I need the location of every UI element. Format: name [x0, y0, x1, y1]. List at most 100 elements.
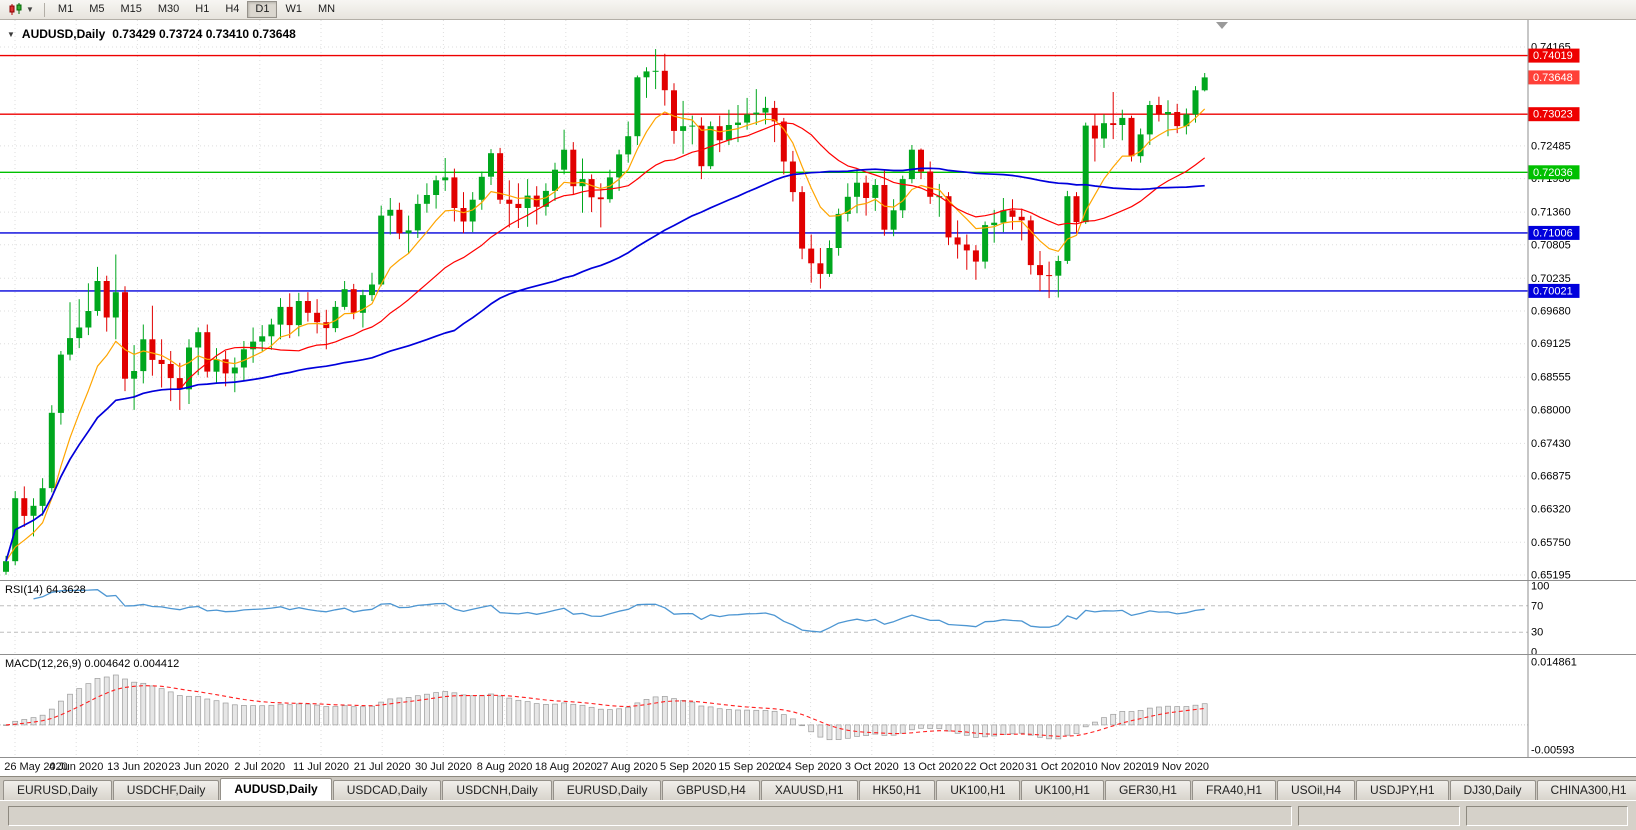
candle-body — [396, 209, 403, 234]
chart-tab-usdchf-daily[interactable]: USDCHF,Daily — [112, 780, 220, 800]
chart-tab-china300-h1[interactable]: CHINA300,H1 — [1536, 780, 1636, 800]
time-axis-label: 11 Jul 2020 — [292, 761, 350, 773]
chart-tab-eurusd-daily[interactable]: EURUSD,Daily — [3, 780, 112, 800]
candle-body — [533, 195, 540, 207]
macd-histogram-bar — [671, 698, 677, 726]
candle-body — [85, 311, 92, 328]
candle-body — [222, 359, 229, 374]
macd-histogram-bar — [186, 695, 192, 726]
candle-body — [771, 107, 778, 122]
candle-body — [735, 122, 741, 125]
macd-histogram-bar — [12, 720, 19, 726]
candle-body — [552, 169, 558, 191]
chart-tab-xauusd-h1[interactable]: XAUUSD,H1 — [760, 780, 858, 800]
status-cell — [8, 805, 1292, 826]
candle-body — [835, 213, 842, 248]
moving-average-line[interactable] — [5, 108, 1206, 562]
candle-body — [231, 367, 238, 374]
candle-body — [945, 196, 952, 238]
chart-tab-fra40-h1[interactable]: FRA40,H1 — [1191, 780, 1277, 800]
price-chart[interactable]: 0.741650.724850.719300.713600.708050.702… — [0, 20, 1636, 580]
candle-body — [625, 136, 632, 155]
rsi-indicator-chart[interactable]: 100 70 30 0 RSI(14) 64.3628 — [0, 580, 1636, 654]
macd-signal-line — [5, 685, 1205, 737]
candle-body — [1037, 265, 1043, 276]
candle-body — [588, 179, 595, 198]
chart-tab-uk100-h1[interactable]: UK100,H1 — [1020, 780, 1104, 800]
macd-histogram-bar — [1183, 706, 1190, 726]
time-axis-label: 18 Aug 2020 — [534, 761, 597, 773]
chart-tab-audusd-daily[interactable]: AUDUSD,Daily — [220, 778, 332, 800]
moving-average-line[interactable] — [5, 122, 1206, 562]
chart-tab-usdjpy-h1[interactable]: USDJPY,H1 — [1356, 780, 1449, 800]
macd-histogram-bar — [85, 683, 92, 726]
chart-tab-gbpusd-h4[interactable]: GBPUSD,H4 — [662, 780, 760, 800]
macd-histogram-bar — [250, 705, 256, 726]
chart-tab-usdcad-daily[interactable]: USDCAD,Daily — [332, 780, 442, 800]
macd-histogram-bar — [1192, 704, 1199, 726]
time-axis[interactable]: 26 May 2020 4 Jun 2020 13 Jun 2020 23 Jun 2… — [0, 757, 1636, 776]
macd-histogram-bar — [332, 706, 339, 726]
candle-body — [780, 121, 787, 162]
price-line-badge — [1528, 283, 1580, 298]
timeframe-button-mn[interactable]: MN — [310, 1, 343, 18]
macd-histogram-bar — [963, 724, 970, 736]
timeframe-button-d1[interactable]: D1 — [247, 1, 278, 18]
macd-histogram-bar — [167, 691, 174, 726]
timeframe-button-m15[interactable]: M15 — [112, 1, 149, 18]
time-axis-label: 31 Oct 2020 — [1025, 761, 1086, 773]
chart-tab-ger30-h1[interactable]: GER30,H1 — [1104, 780, 1191, 800]
price-line-badge-text: 0.71006 — [1533, 227, 1573, 239]
candle-body — [48, 412, 55, 489]
macd-histogram-bar — [442, 691, 449, 726]
macd-histogram-bar — [616, 708, 622, 726]
candle-body — [1146, 105, 1153, 135]
candle-body — [295, 301, 302, 326]
chart-tab-uk100-h1[interactable]: UK100,H1 — [936, 780, 1020, 800]
timeframe-button-m30[interactable]: M30 — [150, 1, 187, 18]
macd-histogram-bar — [433, 692, 439, 726]
macd-histogram-bar — [314, 704, 320, 726]
chart-type-button[interactable]: ▼ — [4, 1, 39, 18]
chevron-down-icon: ▼ — [26, 4, 34, 14]
candle-body — [387, 209, 394, 216]
macd-histogram-bar — [1055, 724, 1062, 740]
macd-histogram-bar — [158, 688, 165, 726]
chart-tab-eurusd-daily[interactable]: EURUSD,Daily — [552, 780, 662, 800]
chart-tab-hk50-h1[interactable]: HK50,H1 — [858, 780, 936, 800]
status-cell — [1298, 805, 1460, 826]
macd-histogram-bar — [103, 676, 110, 726]
timeframe-button-m1[interactable]: M1 — [50, 1, 81, 18]
macd-histogram-bar — [661, 696, 668, 726]
price-axis-label: 0.69680 — [1531, 306, 1571, 318]
chart-shift-marker-icon[interactable] — [1216, 22, 1228, 29]
timeframe-button-h4[interactable]: H4 — [217, 1, 247, 18]
macd-histogram-bar — [1128, 711, 1135, 726]
chart-tab-usdcnh-daily[interactable]: USDCNH,Daily — [442, 780, 552, 800]
price-line-badge — [1528, 48, 1580, 63]
candle-body — [908, 149, 915, 180]
candle-body — [122, 292, 128, 379]
candle-body — [350, 289, 357, 313]
macd-histogram-bar — [268, 704, 275, 726]
candle-body — [854, 182, 860, 197]
macd-histogram-bar — [579, 704, 586, 726]
macd-histogram-bar — [369, 705, 375, 726]
collapse-arrow-icon[interactable]: ▼ — [7, 29, 15, 39]
timeframe-button-m5[interactable]: M5 — [81, 1, 112, 18]
timeframe-button-h1[interactable]: H1 — [187, 1, 217, 18]
macd-histogram-bar — [378, 701, 385, 726]
timeframe-button-w1[interactable]: W1 — [277, 1, 310, 18]
price-axis-label: 0.67430 — [1531, 438, 1571, 450]
macd-histogram-bar — [350, 706, 357, 726]
macd-histogram-bar — [643, 699, 650, 726]
chart-tab-dj30-daily[interactable]: DJ30,Daily — [1449, 780, 1536, 800]
macd-histogram-bar — [259, 705, 266, 726]
candle-body — [497, 153, 504, 200]
macd-histogram-bar — [76, 688, 83, 726]
candle-body — [277, 306, 284, 325]
macd-indicator-chart[interactable]: 0.014861 -0.00593 MACD(12,26,9) 0.004642 0… — [0, 654, 1636, 757]
candle-body — [268, 324, 275, 337]
chart-tab-usoil-h4[interactable]: USOil,H4 — [1277, 780, 1356, 800]
moving-average-line[interactable] — [5, 167, 1205, 562]
